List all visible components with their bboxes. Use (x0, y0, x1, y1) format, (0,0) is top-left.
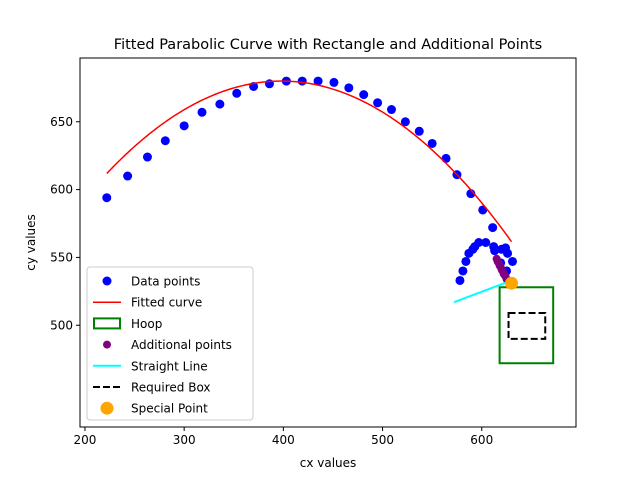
data-point (102, 193, 112, 203)
data-point (386, 105, 396, 115)
legend-item-hoop: Hoop (93, 317, 162, 331)
data-point (488, 223, 498, 233)
data-point (455, 275, 465, 285)
legend-label-special: Special Point (131, 402, 208, 416)
required-box (507, 312, 547, 340)
x-tick-label: 200 (74, 433, 97, 447)
data-point (329, 77, 339, 87)
legend-marker-data (102, 276, 112, 286)
data-point (461, 256, 471, 266)
special-point (505, 276, 519, 290)
data-point (344, 83, 354, 93)
legend-marker-hoop (93, 317, 121, 330)
data-point (501, 243, 511, 253)
legend-marker-additional (103, 340, 111, 349)
legend-item-box: Required Box (93, 381, 211, 395)
legend-marker-special (100, 401, 114, 415)
data-point (373, 98, 383, 108)
data-point (414, 126, 424, 136)
y-axis-label: cy values (24, 214, 38, 271)
x-tick-label: 500 (371, 433, 394, 447)
x-tick-label: 300 (173, 433, 196, 447)
legend-box (86, 266, 254, 421)
legend-label-line: Straight Line (131, 359, 208, 373)
axes-frame (79, 57, 577, 428)
data-point (313, 76, 323, 86)
data-point (427, 138, 437, 148)
data-point (359, 90, 369, 100)
legend-label-data: Data points (131, 275, 200, 289)
data-point (142, 152, 152, 162)
x-axis-label: cx values (300, 456, 357, 470)
data-point (179, 121, 189, 131)
legend-label-fit: Fitted curve (131, 296, 202, 310)
legend-label-box: Required Box (131, 381, 211, 395)
y-tick-label: 500 (50, 318, 73, 332)
data-point (215, 99, 225, 109)
data-point (123, 171, 133, 181)
y-tick-label: 650 (50, 115, 73, 129)
data-point (197, 107, 207, 117)
data-point (508, 256, 518, 266)
data-point (464, 248, 474, 258)
chart-title: Fitted Parabolic Curve with Rectangle an… (114, 37, 542, 53)
fitted-curve (106, 80, 513, 243)
plot-area (102, 76, 555, 365)
data-point (400, 117, 410, 127)
hoop-rect (498, 286, 555, 365)
y-tick-label: 600 (50, 183, 73, 197)
legend-item-data: Data points (102, 275, 200, 289)
y-tick-label: 550 (50, 250, 73, 264)
x-tick-label: 400 (272, 433, 295, 447)
axes: 200 300 400 500 600 500 550 600 650 (50, 57, 577, 447)
legend-item-additional: Additional points (103, 338, 232, 352)
data-point (489, 242, 499, 252)
legend-label-additional: Additional points (131, 338, 232, 352)
plot-content (102, 76, 555, 365)
legend-item-special: Special Point (100, 401, 208, 416)
data-point (297, 76, 307, 86)
data-point (441, 153, 451, 163)
data-point (232, 88, 242, 98)
legend-item-fit: Fitted curve (93, 296, 202, 310)
legend-label-hoop: Hoop (131, 317, 162, 331)
legend-item-line: Straight Line (93, 359, 208, 373)
straight-line (453, 279, 512, 304)
data-point (481, 238, 491, 247)
data-point (458, 266, 468, 276)
legend: Data points Fitted curve Hoop Additional po… (86, 266, 254, 421)
data-point (160, 136, 170, 146)
x-tick-label: 600 (470, 433, 493, 447)
